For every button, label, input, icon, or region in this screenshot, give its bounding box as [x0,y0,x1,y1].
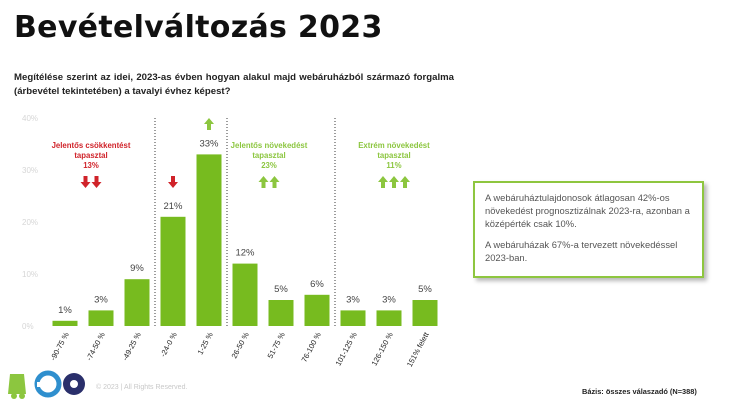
bar [52,320,78,326]
arrow-up-icon [378,176,388,188]
survey-question: Megítélése szerint az idei, 2023-as évbe… [14,72,454,97]
group-value: 13% [83,161,99,170]
category-label: 126-150 % [370,330,395,367]
bar-value-label: 9% [130,263,144,274]
y-tick-label: 30% [22,166,38,175]
bar [340,310,366,326]
arrow-up-icon [389,176,399,188]
category-label: -90-75 % [48,331,71,363]
base-note: Bázis: összes válaszadó (N=388) [582,387,697,396]
shop-bag-logo-icon [8,374,26,399]
arrow-down-icon [80,176,91,188]
page-title: Bevételváltozás 2023 [14,10,383,45]
category-label: -24-0 % [158,330,179,358]
callout-text-growth-share: A webáruházak 67%-a tervezett növekedéss… [485,239,678,263]
brand-logos [5,370,87,405]
bar-value-label: 6% [310,279,324,290]
category-label: -49-25 % [120,331,143,363]
bar-value-label: 33% [199,138,219,149]
arrow-up-icon [204,118,214,130]
group-label: Jelentős csökkentést [52,141,131,150]
bar-value-label: 5% [418,284,432,295]
category-label: 151% felett [405,330,431,369]
category-label: 51-75 % [266,331,287,360]
bar [124,279,150,326]
bar-value-label: 3% [94,294,108,305]
bar-value-label: 3% [346,294,360,305]
group-value: 11% [386,161,401,170]
callout-text-average: A webáruháztulajdonosok átlagosan 42%-os… [485,192,690,229]
bar [376,310,402,326]
group-value: 23% [261,161,277,170]
bar-value-label: 3% [382,294,396,305]
bar [196,154,222,326]
arrow-up-icon [400,176,410,188]
bar-value-label: 12% [235,248,255,259]
group-label: tapasztal [377,151,410,160]
arrow-down-icon [91,176,102,188]
bar [412,300,438,326]
arrow-up-icon [269,176,280,188]
group-label: Jelentős növekedést [231,141,308,150]
copyright-note: © 2023 | All Rights Reserved. [96,384,188,391]
bar-value-label: 1% [58,305,72,316]
summary-callout: A webáruháztulajdonosok átlagosan 42%-os… [473,181,704,278]
category-label: 1-25 % [196,330,215,356]
bar-value-label: 21% [163,201,183,212]
arrow-up-icon [258,176,269,188]
category-label: -74-50 % [84,331,107,363]
bar-value-label: 5% [274,284,288,295]
bar [88,310,114,326]
bar [268,300,294,326]
y-tick-label: 40% [22,114,38,123]
bar [160,216,186,326]
group-label: tapasztal [74,151,107,160]
bar [304,294,330,326]
bar [232,263,258,326]
y-tick-label: 0% [22,322,34,331]
chat-logo-icon [63,373,85,395]
category-label: 76-100 % [300,331,323,364]
group-label: tapasztal [252,151,285,160]
refresh-logo-icon [34,370,62,398]
category-label: 101-125 % [334,330,359,367]
y-tick-label: 10% [22,270,38,279]
arrow-down-icon [168,176,178,188]
y-tick-label: 20% [22,218,38,227]
category-label: 26-50 % [230,331,251,360]
group-label: Extrém növekedést [358,141,430,150]
